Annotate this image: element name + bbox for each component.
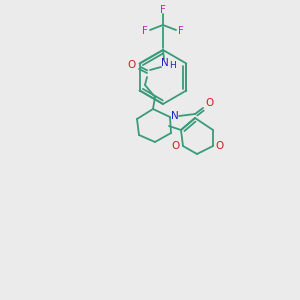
Text: O: O (128, 60, 136, 70)
Text: H: H (169, 61, 176, 70)
Text: F: F (178, 26, 184, 36)
Text: O: O (172, 141, 180, 151)
Text: N: N (171, 111, 179, 121)
Text: F: F (142, 26, 148, 36)
Text: N: N (161, 58, 169, 68)
Text: F: F (160, 5, 166, 15)
Text: O: O (206, 98, 214, 108)
Text: O: O (216, 141, 224, 151)
